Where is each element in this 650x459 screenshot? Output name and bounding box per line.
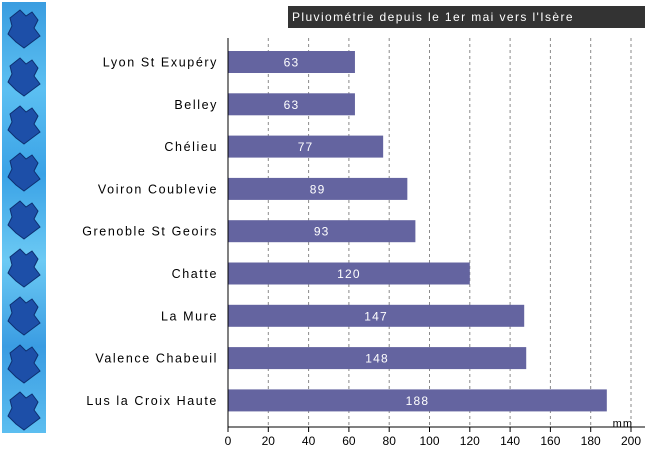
x-tick-label: 160 bbox=[540, 434, 560, 448]
bar-value-label: 77 bbox=[298, 140, 314, 154]
bar-value-label: 63 bbox=[284, 98, 300, 112]
map-tile-icon bbox=[7, 343, 41, 384]
bar-value-label: 93 bbox=[314, 225, 330, 239]
bar bbox=[228, 220, 416, 243]
bar-value-label: 89 bbox=[310, 182, 326, 196]
x-tick-label: 100 bbox=[419, 434, 439, 448]
map-tile-icon bbox=[7, 104, 41, 145]
bar bbox=[228, 51, 355, 73]
category-label: Valence Chabeuil bbox=[95, 352, 218, 366]
category-label: Chélieu bbox=[164, 140, 218, 154]
bar bbox=[228, 135, 384, 158]
x-tick-label: 140 bbox=[500, 434, 520, 448]
bar bbox=[228, 262, 470, 285]
category-label: Lus la Croix Haute bbox=[86, 394, 218, 408]
bars: 63 63 77 89 93 120 147 148 188 bbox=[228, 51, 607, 412]
x-tick-label: 40 bbox=[302, 434, 316, 448]
map-tile-icon bbox=[7, 248, 41, 288]
map-tile-icon bbox=[7, 391, 41, 432]
x-tick-label: 80 bbox=[383, 434, 397, 448]
map-tile-icon bbox=[7, 200, 41, 240]
bar bbox=[228, 389, 607, 412]
category-label: Chatte bbox=[172, 267, 218, 281]
bar bbox=[228, 93, 355, 116]
category-label: Belley bbox=[174, 98, 218, 112]
x-tick-label: 20 bbox=[262, 434, 276, 448]
x-tick-label: 180 bbox=[581, 434, 601, 448]
x-tick-label: 60 bbox=[342, 434, 356, 448]
category-label: Grenoble St Geoirs bbox=[82, 225, 218, 239]
bar bbox=[228, 304, 525, 327]
category-label: La Mure bbox=[161, 309, 218, 323]
x-unit-label: mm bbox=[613, 418, 633, 430]
category-label: Voiron Coublevie bbox=[98, 182, 218, 196]
category-label: Lyon St Exupéry bbox=[103, 56, 218, 70]
map-tile-icon bbox=[7, 152, 41, 193]
chart-title: Pluviométrie depuis le 1er mai vers l'Is… bbox=[288, 6, 645, 28]
map-tile-icon bbox=[7, 9, 41, 49]
x-tick-label: 200 bbox=[621, 434, 641, 448]
x-tick-label: 120 bbox=[460, 434, 480, 448]
bar-value-label: 148 bbox=[365, 352, 389, 366]
bar-value-label: 120 bbox=[337, 267, 361, 281]
category-labels: Lyon St Exupéry Belley Chélieu Voiron Coubl… bbox=[82, 56, 218, 408]
bar-value-label: 188 bbox=[406, 394, 430, 408]
bar-value-label: 63 bbox=[284, 56, 300, 70]
bar bbox=[228, 347, 527, 370]
x-axis: 0 20 40 60 80 100 120 140 160 180 200 bbox=[225, 38, 645, 448]
decorative-map-stripe bbox=[2, 2, 46, 433]
map-tile-icon bbox=[7, 296, 41, 336]
bar-value-label: 147 bbox=[364, 309, 388, 323]
bar bbox=[228, 177, 408, 200]
map-tile-icon bbox=[7, 57, 41, 97]
x-tick-label: 0 bbox=[225, 434, 232, 448]
